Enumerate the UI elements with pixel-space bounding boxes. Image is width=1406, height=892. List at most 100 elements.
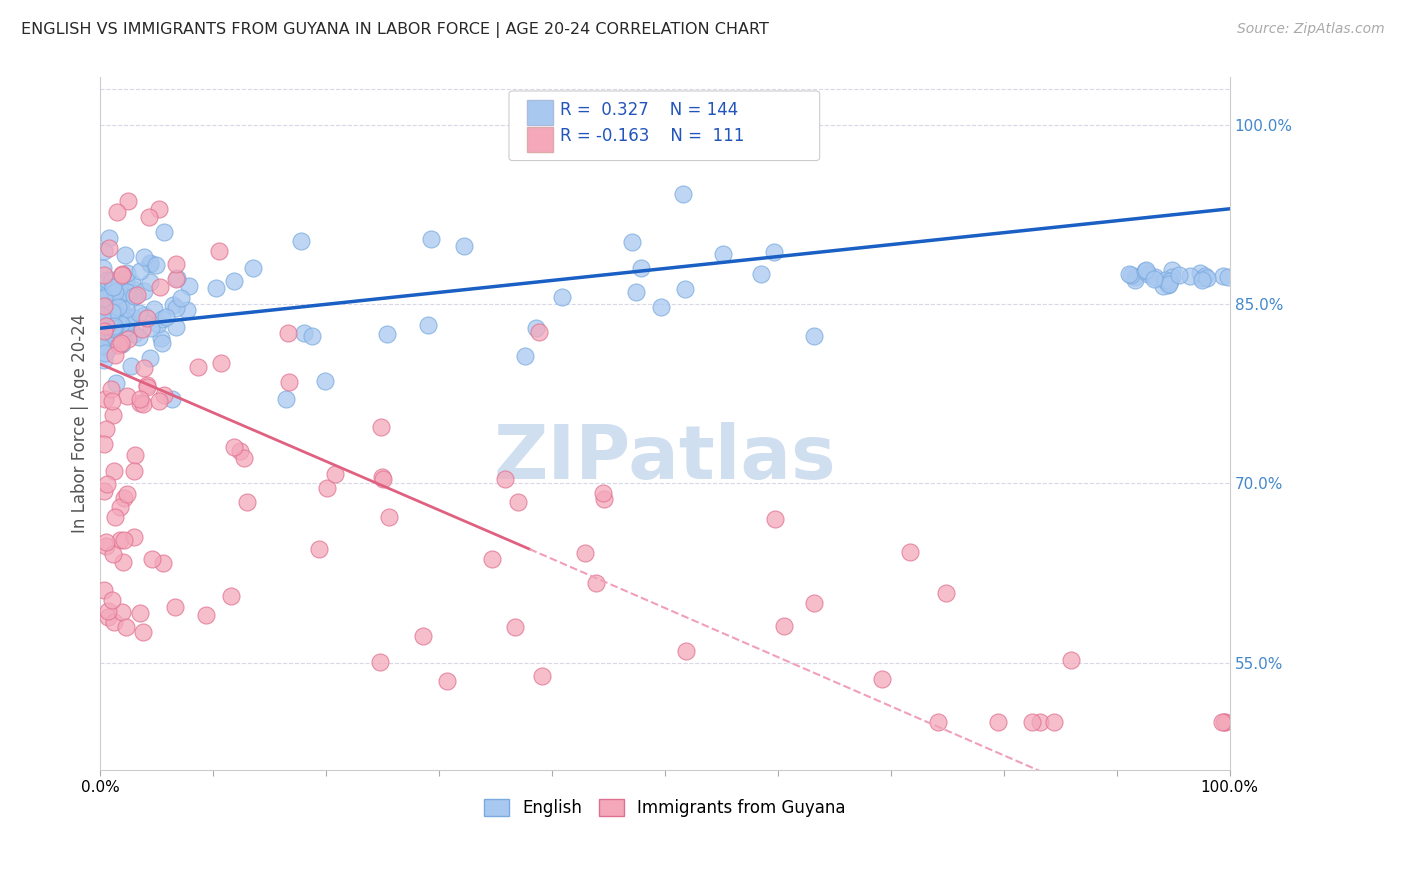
Point [101,305,124,319]
Point [274,392,297,406]
Point [129,264,152,278]
Point [129,392,152,406]
Point [93,268,115,282]
Point [139,257,162,271]
Point [1194,268,1216,283]
Point [870,672,893,686]
Point [177,278,200,293]
Point [370,469,392,483]
Point [136,378,159,392]
Point [114,301,136,316]
Point [131,322,153,336]
Point [513,349,536,363]
Point [98,321,121,335]
Point [935,586,957,600]
Point [124,289,146,303]
Point [134,250,156,264]
Point [229,443,252,458]
Point [503,620,526,634]
Point [114,247,136,261]
Point [323,467,346,482]
Point [1211,715,1233,730]
Point [127,288,149,302]
Point [370,419,392,434]
Point [524,321,547,335]
Point [103,321,125,335]
Point [93,299,115,313]
Point [749,267,772,281]
Point [987,715,1010,730]
Point [115,272,138,286]
Point [165,301,187,316]
Point [1168,268,1191,283]
Point [93,291,115,305]
Point [101,272,124,286]
Point [97,610,120,624]
Point [711,247,734,261]
Point [1191,271,1213,285]
Point [98,298,121,312]
Point [1159,274,1181,288]
Point [110,295,132,310]
Point [316,482,339,496]
Point [165,599,187,614]
Point [1212,269,1234,284]
Point [1212,715,1234,730]
Point [138,210,160,224]
Point [120,359,142,373]
Point [1133,264,1156,278]
Point [630,260,652,275]
Point [1160,270,1182,285]
Point [209,356,232,370]
Point [139,256,162,270]
Point [117,332,139,346]
Point [104,320,127,334]
Point [772,619,794,633]
Point [378,509,401,524]
Point [148,202,170,216]
Point [115,285,138,299]
Point [1213,715,1236,730]
Point [93,244,115,258]
Point [117,310,139,324]
Point [650,301,672,315]
Point [162,392,184,406]
Point [128,396,150,410]
Text: R = -0.163    N =  111: R = -0.163 N = 111 [560,128,744,145]
Point [195,607,218,622]
Point [132,361,155,376]
Point [1123,269,1146,284]
Point [412,629,434,643]
Point [139,276,162,290]
Point [481,551,503,566]
Point [1154,273,1177,287]
Point [103,408,125,422]
Point [1042,715,1064,730]
Point [672,187,695,202]
Point [162,298,184,312]
Point [169,291,191,305]
Point [93,484,115,499]
Point [94,285,117,299]
Point [152,556,174,570]
Point [153,225,176,239]
Point [122,530,145,544]
Point [139,351,162,365]
Point [91,261,114,276]
Point [103,464,125,478]
Point [763,244,786,259]
Point [121,310,143,324]
Point [150,331,173,345]
Point [100,383,122,397]
Point [104,288,127,302]
Point [176,303,198,318]
Point [1191,273,1213,287]
Point [208,244,231,258]
Text: ZIPatlas: ZIPatlas [494,422,837,495]
Point [117,194,139,209]
Point [527,325,550,339]
Point [141,552,163,566]
Point [673,282,696,296]
Point [104,348,127,362]
Point [242,261,264,276]
